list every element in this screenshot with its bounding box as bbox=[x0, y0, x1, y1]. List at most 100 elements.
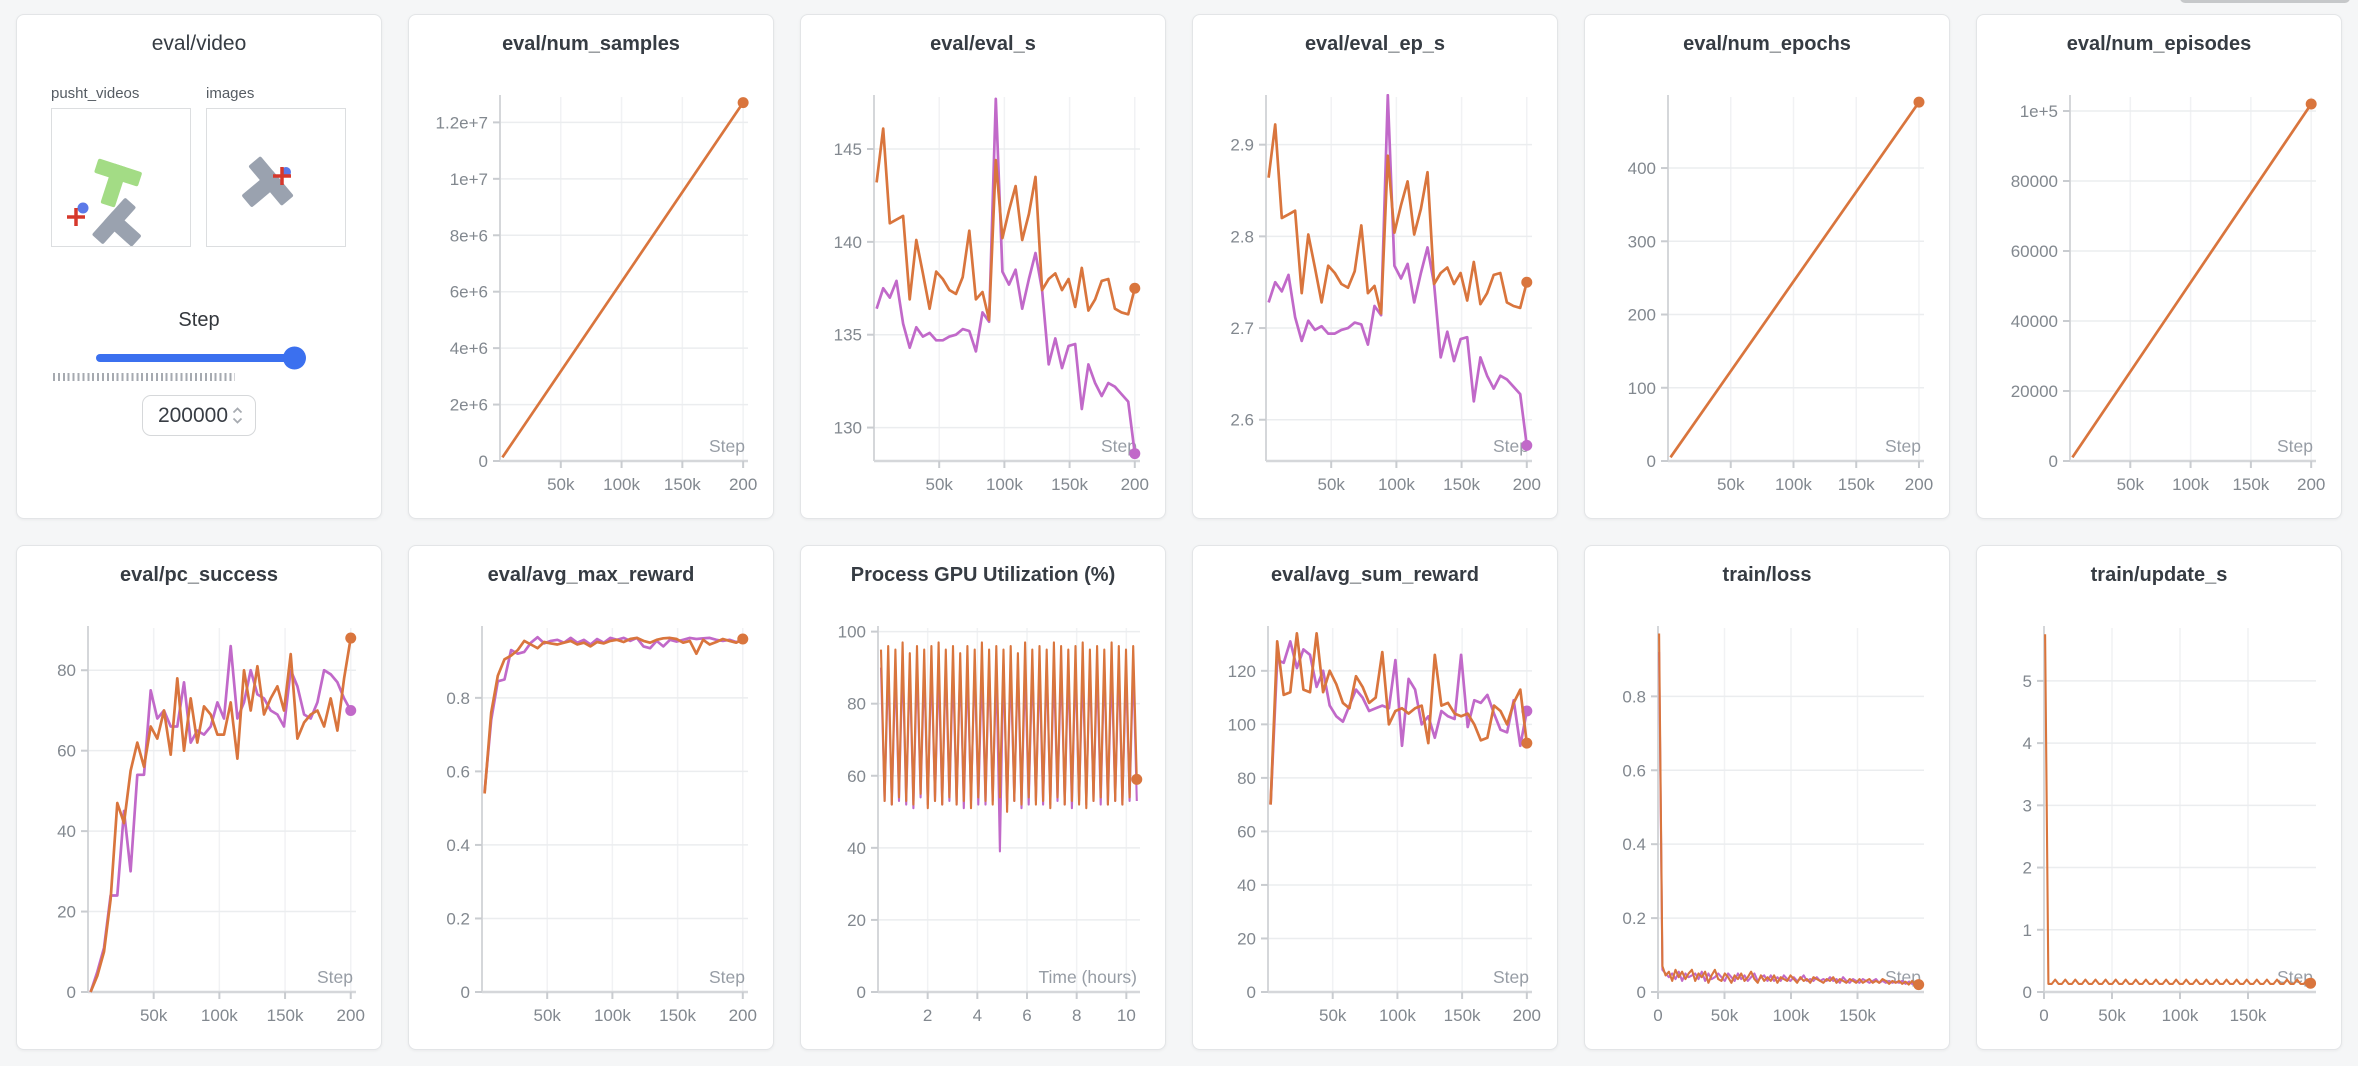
gray-t-block bbox=[92, 198, 141, 247]
svg-text:200: 200 bbox=[2297, 475, 2325, 494]
agent-dot bbox=[77, 202, 89, 214]
svg-text:40: 40 bbox=[57, 822, 76, 841]
chart-eval-avg-sum-reward[interactable]: 50k 100k 150k 200 0 20 40 60 80 100 120 Step bbox=[1204, 590, 1546, 1032]
svg-text:6e+6: 6e+6 bbox=[450, 283, 488, 302]
svg-text:Step: Step bbox=[1885, 436, 1921, 456]
chart-eval-num-samples[interactable]: 50k 100k 150k 200 0 2e+6 4e+6 6e+6 8e+6 1e+7 1.2e+… bbox=[420, 59, 762, 501]
svg-text:50k: 50k bbox=[533, 1006, 561, 1025]
svg-text:60: 60 bbox=[847, 767, 866, 786]
svg-text:200: 200 bbox=[729, 475, 757, 494]
chart-title: eval/eval_ep_s bbox=[1304, 33, 1446, 55]
chart-panel-eval-avg-sum-reward: eval/avg_sum_reward 50k 100k 150k 200 0 20 40 6… bbox=[1192, 545, 1558, 1050]
svg-text:80: 80 bbox=[57, 661, 76, 680]
svg-text:100k: 100k bbox=[603, 475, 640, 494]
svg-text:2: 2 bbox=[2023, 859, 2032, 878]
svg-text:2: 2 bbox=[923, 1006, 932, 1025]
svg-text:200: 200 bbox=[1628, 306, 1656, 325]
svg-text:200: 200 bbox=[1905, 475, 1933, 494]
chart-eval-num-episodes[interactable]: 50k 100k 150k 200 0 20000 40000 60000 80000 1e+5 S… bbox=[1988, 59, 2330, 501]
chart-eval-avg-max-reward[interactable]: 50k 100k 150k 200 0 0.2 0.4 0.6 0.8 Step bbox=[420, 590, 762, 1032]
media-label: pusht_videos bbox=[51, 85, 140, 102]
chart-eval-pc-success[interactable]: 50k 100k 150k 200 0 20 40 60 80 Step bbox=[28, 590, 370, 1032]
svg-text:1e+7: 1e+7 bbox=[450, 170, 488, 189]
svg-text:60000: 60000 bbox=[2011, 242, 2058, 261]
panel-eval-video: eval/video pusht_videos bbox=[16, 14, 382, 519]
chart-title: Process GPU Utilization (%) bbox=[850, 564, 1116, 586]
svg-text:80: 80 bbox=[1237, 769, 1256, 788]
chart-title: train/update_s bbox=[2090, 564, 2228, 586]
svg-text:100k: 100k bbox=[201, 1006, 238, 1025]
chart-panel-eval-eval-ep-s: eval/eval_ep_s 50k 100k 150k 200 2.6 2.7 2.8 2.… bbox=[1192, 14, 1558, 519]
svg-text:6: 6 bbox=[1022, 1006, 1031, 1025]
svg-text:150k: 150k bbox=[664, 475, 701, 494]
svg-text:2.7: 2.7 bbox=[1230, 319, 1254, 338]
svg-text:20: 20 bbox=[847, 911, 866, 930]
svg-text:150k: 150k bbox=[1838, 475, 1875, 494]
svg-text:100k: 100k bbox=[1379, 1006, 1416, 1025]
slider-thumb[interactable] bbox=[283, 346, 306, 370]
svg-text:400: 400 bbox=[1628, 159, 1656, 178]
pusht-videos-thumbnail[interactable] bbox=[51, 108, 191, 247]
chart-eval-eval-ep-s[interactable]: 50k 100k 150k 200 2.6 2.7 2.8 2.9 Step bbox=[1204, 59, 1546, 501]
svg-text:150k: 150k bbox=[1051, 475, 1088, 494]
svg-text:0.8: 0.8 bbox=[1622, 687, 1646, 706]
chart-eval-num-epochs[interactable]: 50k 100k 150k 200 0 100 200 300 400 Step bbox=[1596, 59, 1938, 501]
svg-text:1.2e+7: 1.2e+7 bbox=[436, 113, 488, 132]
svg-text:4: 4 bbox=[973, 1006, 982, 1025]
svg-text:10: 10 bbox=[1117, 1006, 1136, 1025]
svg-text:200: 200 bbox=[1121, 475, 1149, 494]
svg-text:0: 0 bbox=[857, 983, 866, 1002]
svg-text:60: 60 bbox=[57, 742, 76, 761]
svg-text:120: 120 bbox=[1228, 662, 1256, 681]
svg-text:100: 100 bbox=[1228, 715, 1256, 734]
svg-text:200: 200 bbox=[1513, 1006, 1541, 1025]
target-cross bbox=[67, 208, 85, 226]
step-input[interactable] bbox=[155, 403, 231, 428]
svg-text:0.2: 0.2 bbox=[1622, 909, 1646, 928]
svg-text:0: 0 bbox=[2049, 452, 2058, 471]
svg-text:0: 0 bbox=[67, 983, 76, 1002]
chart-title: eval/num_epochs bbox=[1683, 33, 1851, 55]
svg-text:50k: 50k bbox=[1711, 1006, 1739, 1025]
svg-text:80: 80 bbox=[847, 695, 866, 714]
svg-text:0: 0 bbox=[1247, 983, 1256, 1002]
svg-text:140: 140 bbox=[834, 233, 862, 252]
svg-text:20: 20 bbox=[1237, 929, 1256, 948]
chart-title: eval/avg_max_reward bbox=[487, 564, 695, 586]
svg-text:130: 130 bbox=[834, 419, 862, 438]
svg-text:200: 200 bbox=[729, 1006, 757, 1025]
slider-track[interactable] bbox=[96, 346, 306, 370]
panel-title: eval/video bbox=[151, 32, 247, 55]
chart-panel-train-loss: train/loss 0 50k 100k 150k 0 0.2 0.4 0.6 0.8 Step bbox=[1584, 545, 1950, 1050]
chart-eval-eval-s[interactable]: 50k 100k 150k 200 130 135 140 145 Step bbox=[812, 59, 1154, 501]
svg-text:0: 0 bbox=[1653, 1006, 1662, 1025]
svg-text:8e+6: 8e+6 bbox=[450, 226, 488, 245]
svg-text:0.4: 0.4 bbox=[1622, 835, 1646, 854]
svg-text:0.6: 0.6 bbox=[1622, 761, 1646, 780]
svg-text:50k: 50k bbox=[1319, 1006, 1347, 1025]
step-slider[interactable] bbox=[96, 346, 306, 370]
svg-text:0: 0 bbox=[1637, 983, 1646, 1002]
svg-text:0: 0 bbox=[2039, 1006, 2048, 1025]
svg-text:135: 135 bbox=[834, 326, 862, 345]
svg-text:50k: 50k bbox=[547, 475, 575, 494]
svg-text:2.6: 2.6 bbox=[1230, 411, 1254, 430]
svg-text:2e+6: 2e+6 bbox=[450, 396, 488, 415]
svg-text:80000: 80000 bbox=[2011, 172, 2058, 191]
media-item-images: images bbox=[206, 85, 346, 247]
media-label: images bbox=[206, 85, 255, 102]
svg-text:150k: 150k bbox=[2232, 475, 2269, 494]
svg-text:8: 8 bbox=[1072, 1006, 1081, 1025]
chart-panel-process-gpu-utilization: Process GPU Utilization (%) 2 4 6 8 10 0 20 40 6… bbox=[800, 545, 1166, 1050]
svg-text:50k: 50k bbox=[2098, 1006, 2126, 1025]
svg-text:50k: 50k bbox=[1317, 475, 1345, 494]
svg-text:0: 0 bbox=[461, 983, 470, 1002]
svg-text:150k: 150k bbox=[1839, 1006, 1876, 1025]
images-thumbnail[interactable] bbox=[206, 108, 346, 247]
svg-text:145: 145 bbox=[834, 140, 862, 159]
stepper-arrows-icon[interactable] bbox=[232, 407, 243, 424]
scrolled-panel-edge bbox=[2180, 0, 2350, 3]
